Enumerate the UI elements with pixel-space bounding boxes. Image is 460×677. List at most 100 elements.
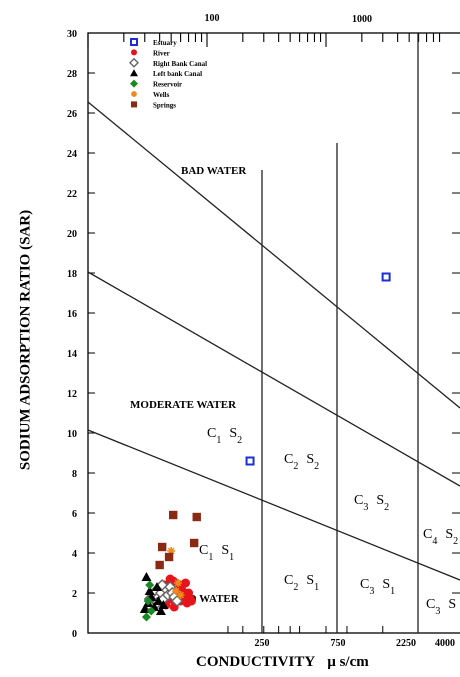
- y-tick-label: 8: [72, 469, 77, 480]
- class-label: C3 S1: [360, 577, 395, 597]
- bottom-tick-label: 4000: [435, 638, 455, 649]
- y-tick-label: 18: [67, 269, 77, 280]
- data-point: [189, 538, 199, 548]
- data-point: [192, 512, 201, 522]
- legend-label: Left bank Canal: [153, 70, 202, 78]
- legend-label: Wells: [153, 91, 170, 99]
- y-tick-label: 2: [72, 589, 77, 600]
- legend-label: Right Bank Canal: [153, 60, 207, 68]
- y-tick-label: 0: [72, 629, 77, 640]
- data-point-shape: [186, 596, 196, 606]
- legend-marker: [129, 57, 139, 68]
- data-point: [145, 580, 155, 590]
- data-point: [141, 572, 152, 581]
- boundary-low-medium: [87, 429, 460, 581]
- legend-marker-shape: [130, 69, 138, 77]
- y-tick-label: 28: [67, 69, 77, 80]
- data-point-shape: [189, 538, 199, 548]
- y-tick-label: 14: [67, 349, 77, 360]
- legend-marker: [131, 101, 137, 108]
- y-tick-label: 26: [67, 109, 77, 120]
- data-point: [144, 586, 155, 595]
- class-label: C1 S1: [199, 543, 234, 563]
- bottom-tick-label: 250: [255, 638, 270, 649]
- class-label: C3 S2: [354, 493, 389, 513]
- boundary-high-very-high: [87, 101, 460, 409]
- data-point: [171, 595, 184, 607]
- data-point: [155, 606, 166, 615]
- boundary-medium-high: [87, 271, 460, 487]
- top-tick-label: 100: [205, 13, 220, 24]
- data-point: [143, 596, 153, 606]
- data-point-shape: [141, 572, 152, 581]
- region-label-bad-water: BAD WATER: [181, 165, 247, 177]
- data-point-shape: [143, 596, 153, 606]
- data-point: [245, 456, 255, 466]
- data-point-shape: [151, 582, 162, 591]
- plot-frame: [87, 32, 460, 634]
- legend-marker-shape: [129, 57, 139, 68]
- data-point: [176, 591, 185, 599]
- data-point: [141, 612, 151, 622]
- data-point-shape: [146, 606, 156, 616]
- legend-marker: [130, 79, 138, 88]
- data-point: [151, 582, 162, 591]
- legend-label: Reservoir: [153, 81, 182, 89]
- data-point: [155, 560, 164, 570]
- legend-marker: [131, 49, 137, 56]
- y-axis-title: SODIUM ADSORPTION RATIO (SAR): [17, 209, 34, 471]
- data-point-shape: [153, 596, 164, 605]
- data-point-shape: [155, 560, 164, 570]
- data-point: [381, 272, 391, 282]
- legend-marker-shape: [130, 38, 138, 46]
- data-point: [169, 510, 178, 520]
- class-label: C2 S2: [284, 452, 319, 472]
- legend-label: Springs: [153, 101, 176, 109]
- data-point: [153, 596, 164, 605]
- data-point-shape: [173, 579, 182, 587]
- class-label: C3 S: [426, 597, 456, 617]
- data-point: [157, 542, 167, 552]
- data-point: [186, 596, 196, 606]
- legend-marker: [130, 69, 138, 77]
- region-label-moderate-water: MODERATE WATER: [130, 399, 237, 411]
- data-point-shape: [171, 595, 184, 607]
- x-axis-unit: µ s/cm: [327, 654, 369, 670]
- data-point-shape: [245, 456, 255, 466]
- data-point-shape: [145, 580, 155, 590]
- data-point-shape: [155, 606, 166, 615]
- class-label: C2 S1: [284, 573, 319, 593]
- legend-marker-shape: [131, 91, 137, 97]
- data-point-shape: [164, 552, 174, 562]
- data-point-shape: [176, 591, 185, 599]
- data-point-shape: [144, 586, 155, 595]
- y-tick-label: 20: [67, 229, 77, 240]
- legend-marker-shape: [130, 79, 138, 88]
- data-point: [158, 600, 169, 609]
- class-label: C1 S2: [207, 426, 242, 446]
- legend-label: Estuary: [153, 39, 177, 47]
- data-point-shape: [192, 512, 201, 522]
- y-tick-label: 24: [67, 149, 77, 160]
- y-tick-label: 10: [67, 429, 77, 440]
- legend-marker-shape: [131, 49, 137, 56]
- legend-label: River: [153, 49, 170, 57]
- y-tick-label: 22: [67, 189, 77, 200]
- data-point: [173, 579, 182, 587]
- bottom-tick-label: 2250: [396, 638, 416, 649]
- y-tick-label: 30: [67, 29, 77, 40]
- y-tick-label: 16: [67, 309, 77, 320]
- data-point-shape: [158, 600, 169, 609]
- y-tick-label: 12: [67, 389, 77, 400]
- data-point: [164, 552, 174, 562]
- y-tick-label: 4: [72, 549, 77, 560]
- data-point-shape: [172, 587, 181, 595]
- data-point-shape: [165, 574, 175, 584]
- legend-marker: [130, 38, 138, 46]
- data-point: [146, 606, 156, 616]
- data-point: [167, 547, 176, 555]
- bottom-tick-label: 750: [331, 638, 346, 649]
- top-tick-label: 1000: [352, 14, 372, 25]
- data-point: [165, 574, 175, 584]
